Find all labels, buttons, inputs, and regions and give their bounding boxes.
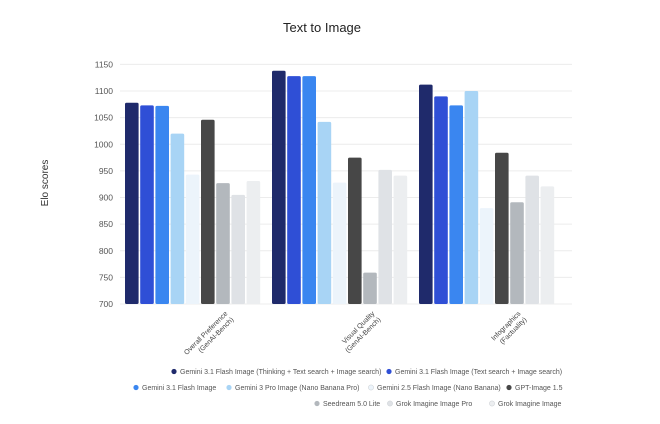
bar [449,105,463,304]
y-tick-label: 1150 [95,59,114,69]
bar [378,169,392,304]
legend-swatch [506,384,512,391]
y-tick-label: 950 [99,166,113,176]
bar [317,121,332,304]
y-tick-label: 800 [99,246,113,256]
y-tick-label: 700 [99,299,113,309]
legend-entry: GPT-Image 1.5 [515,385,563,392]
bar [287,76,301,304]
legend-entry: Gemini 3.1 Flash Image (Thinking + Text … [180,369,381,376]
bar [434,96,448,304]
legend-entry: Grok Imagine Image Pro [396,401,472,408]
bar [140,105,154,304]
y-tick-label: 1100 [95,86,114,96]
bar [246,181,261,304]
legend-swatch [133,384,139,391]
legend-entry: Grok Imagine Image [498,401,562,408]
legend-entry: Gemini 3 Pro Image (Nano Banana Pro) [235,385,360,392]
category-label: Overall Preference(GenAI-Bench) [183,310,235,362]
bar [510,202,524,304]
legend-swatch [387,400,393,407]
legend: Gemini 3.1 Flash Image (Thinking + Text … [133,368,563,408]
bar [125,102,139,305]
bar [231,194,245,304]
bar [302,76,316,304]
bar [216,183,230,304]
bar [495,152,509,304]
y-tick-label: 750 [99,272,113,282]
legend-swatch [386,368,392,375]
chart-title: Text to Image [283,20,361,35]
legend-entry: Gemini 2.5 Flash Image (Nano Banana) [377,385,501,392]
bars [125,70,555,305]
bar [155,105,169,304]
bar [170,133,185,304]
legend-swatch [368,384,374,391]
bar [479,208,494,304]
legend-swatch [489,400,495,407]
y-axis-ticks: 700 750 800 850 900 950 1000 1050 1100 1150 [94,59,113,309]
bar [185,174,200,304]
legend-swatch [171,368,177,375]
bar [419,84,433,304]
category-labels: Overall Preference(GenAI-Bench) Visual Qu… [183,310,528,362]
y-tick-label: 1000 [94,139,113,149]
bar [393,175,408,304]
legend-entry: Gemini 3.1 Flash Image (Text search + Im… [395,369,562,376]
bar [464,91,479,304]
bar [525,175,539,304]
legend-entry: Gemini 3.1 Flash Image [142,385,216,392]
legend-entry: Seedream 5.0 Lite [323,401,380,408]
category-label: Visual Quality(GenAI-Bench) [338,310,382,354]
legend-swatch [314,400,320,407]
bar [332,182,347,304]
bar [348,157,362,304]
bar [540,186,555,304]
y-tick-label: 850 [99,219,113,229]
y-tick-label: 900 [99,193,113,203]
bar [201,119,215,304]
y-axis-label: Elo scores [40,160,51,207]
bar [363,272,377,304]
legend-swatch [226,384,232,391]
bar [272,70,286,304]
y-tick-label: 1050 [94,113,113,123]
category-label: Infographics(Factuality) [490,310,528,348]
